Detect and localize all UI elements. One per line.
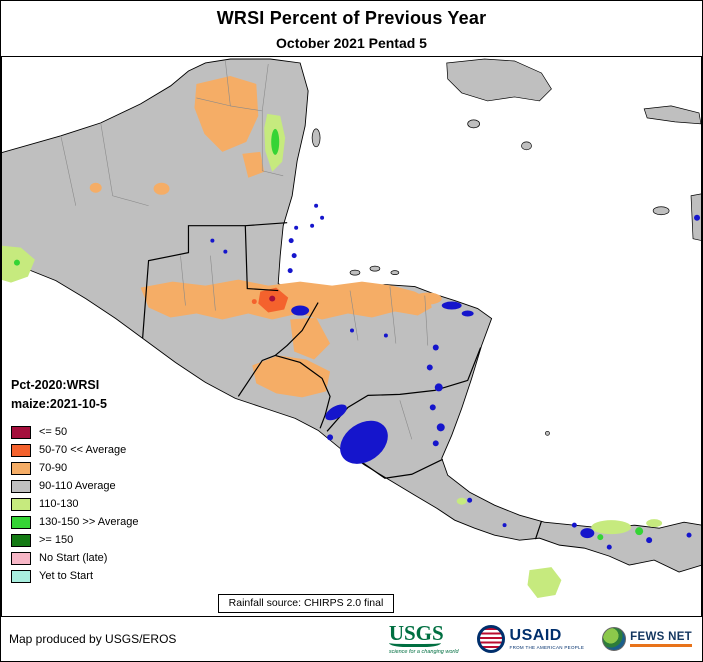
cozumel-island	[311, 128, 321, 148]
fewsnet-globe-icon	[602, 627, 627, 651]
coastal-lagoon	[461, 310, 474, 317]
legend-swatch	[11, 569, 31, 583]
lake-nicaragua	[340, 420, 388, 464]
border-honduras-nicaragua	[326, 347, 482, 432]
legend-item: >= 150	[11, 531, 139, 549]
map-credit: Map produced by USGS/EROS	[9, 632, 177, 646]
legend-swatch	[11, 461, 31, 475]
island	[643, 105, 702, 125]
bay-island	[369, 265, 381, 272]
legend-title-line1: Pct-2020:WRSI	[11, 378, 100, 392]
border-nicaragua-costarica	[361, 458, 444, 479]
island	[545, 430, 550, 436]
legend-label: Yet to Start	[39, 570, 94, 582]
legend-swatch	[11, 551, 31, 565]
country-borders	[141, 222, 543, 540]
legend-label: 70-90	[39, 462, 68, 474]
legend-item: 70-90	[11, 459, 139, 477]
island	[652, 206, 670, 216]
lake-izabal	[291, 305, 310, 316]
map-legend: Pct-2020:WRSI maize:2021-10-5 <= 50 50-70…	[11, 376, 139, 585]
legend-label: 130-150 >> Average	[39, 516, 139, 528]
rainfall-source-note: Rainfall source: CHIRPS 2.0 final	[218, 594, 394, 613]
usgs-logo: USGS science for a changing world	[388, 620, 459, 656]
usaid-wordmark: USAID	[509, 626, 562, 644]
border-costarica-panama	[534, 520, 543, 540]
water-bodies	[210, 203, 701, 550]
legend-label: 90-110 Average	[39, 480, 116, 492]
legend-swatch	[11, 533, 31, 547]
legend-item: No Start (late)	[11, 549, 139, 567]
legend-label: 50-70 << Average	[39, 444, 127, 456]
usgs-wave-icon	[388, 643, 441, 647]
bay-island	[390, 270, 400, 275]
legend-item: 90-110 Average	[11, 477, 139, 495]
legend-label: <= 50	[39, 426, 68, 438]
coastal-lagoon	[441, 301, 462, 310]
cuba-island	[446, 58, 552, 102]
island	[467, 119, 480, 129]
lake-managua	[325, 404, 347, 421]
legend-swatch	[11, 515, 31, 529]
map-title: WRSI Percent of Previous Year	[216, 8, 487, 28]
bay-island	[349, 269, 361, 276]
legend-item: 110-130	[11, 495, 139, 513]
usaid-seal-icon	[476, 625, 505, 653]
usgs-wordmark: USGS	[388, 620, 444, 645]
usaid-logo: USAID FROM THE AMERICAN PEOPLE	[476, 625, 585, 653]
map-footer: Map produced by USGS/EROS USGS science f…	[1, 617, 702, 661]
legend-item: 50-70 << Average	[11, 441, 139, 459]
fewsnet-wordmark: FEWS NET	[630, 631, 692, 647]
legend-swatch	[11, 425, 31, 439]
map-header: WRSI Percent of Previous Year October 20…	[1, 1, 702, 51]
wrsi-anomaly-patches	[1, 75, 663, 599]
footer-logos: USGS science for a changing world USAID …	[388, 620, 692, 656]
map-canvas: Pct-2020:WRSI maize:2021-10-5 <= 50 50-70…	[1, 56, 702, 617]
island	[521, 141, 532, 151]
legend-item: <= 50	[11, 423, 139, 441]
legend-swatch	[11, 443, 31, 457]
border-guatemala-elsalvador	[237, 354, 276, 397]
border-mexico-guatemala-belize	[141, 222, 288, 339]
mainland-central-america	[1, 58, 702, 573]
legend-item: Yet to Start	[11, 567, 139, 585]
border-guatemala-honduras	[274, 302, 319, 356]
legend-label: 110-130	[39, 498, 79, 510]
legend-items: <= 50 50-70 << Average 70-90 90-110 Average…	[11, 423, 139, 585]
legend-label: No Start (late)	[39, 552, 108, 564]
legend-swatch	[11, 497, 31, 511]
border-guatemala-belize	[244, 225, 279, 292]
gatun-lake	[580, 528, 595, 539]
admin-boundaries	[60, 60, 429, 440]
usaid-tagline: FROM THE AMERICAN PEOPLE	[509, 644, 585, 650]
legend-title-line2: maize:2021-10-5	[11, 397, 107, 411]
legend-label: >= 150	[39, 534, 74, 546]
border-elsalvador-honduras	[275, 354, 331, 429]
usgs-tagline: science for a changing world	[388, 648, 459, 655]
legend-item: 130-150 >> Average	[11, 513, 139, 531]
fewsnet-logo: FEWS NET	[602, 627, 692, 651]
map-frame	[1, 56, 702, 617]
legend-swatch	[11, 479, 31, 493]
central-america-map	[1, 56, 702, 617]
map-subtitle: October 2021 Pentad 5	[276, 35, 427, 51]
